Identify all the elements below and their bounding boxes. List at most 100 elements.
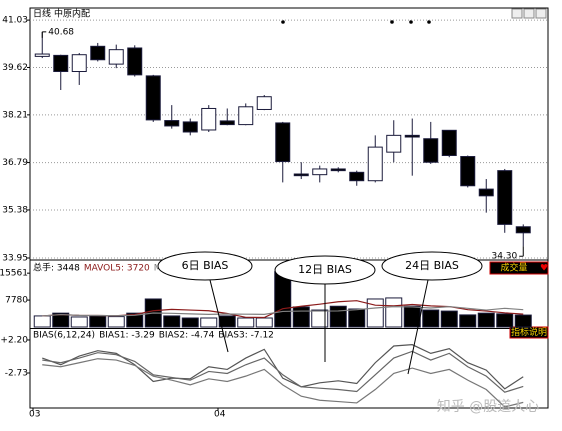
y-tick-label: 15561 (0, 269, 28, 279)
volume-bar (366, 298, 384, 328)
y-tick-label: 33.95 (2, 254, 28, 264)
candle-body (182, 121, 198, 133)
volume-bar (237, 317, 255, 328)
x-tick-label: 03 (29, 410, 40, 420)
candle-body (367, 146, 383, 182)
volume-bar (385, 297, 403, 328)
candle-body (53, 54, 69, 73)
readout: BIAS2: -4.74 (159, 331, 215, 341)
chart-title: 日线 (33, 8, 51, 20)
series-line (42, 305, 524, 317)
candle-body (90, 45, 106, 61)
candle-body (478, 188, 494, 197)
candle-body (71, 54, 87, 73)
candle-body (238, 106, 254, 126)
candle-body (515, 226, 531, 234)
annotation-label: 40.68 (48, 27, 74, 37)
candle-body (460, 156, 476, 187)
volume-bar (477, 312, 495, 328)
volume-bar (514, 314, 532, 328)
callout-bubble (274, 255, 376, 285)
marker (281, 20, 285, 24)
candle-body (34, 53, 50, 57)
button[interactable] (523, 8, 535, 19)
window-buttons[interactable] (511, 8, 547, 19)
volume-bar (292, 306, 310, 328)
candle-body (386, 134, 402, 153)
candle-body (330, 168, 346, 172)
callout-bubble (157, 251, 253, 281)
callout-pointer (209, 279, 229, 353)
volume-bar (70, 316, 88, 328)
callout-text: 6日 BIAS (182, 259, 229, 272)
panel-label-box[interactable] (489, 261, 549, 275)
volume-bar (89, 315, 107, 328)
stock-name: 中原内配 (54, 8, 90, 20)
volume-bar (200, 317, 218, 328)
frame (29, 7, 549, 409)
watermark: 知乎 @股道人心 (437, 398, 539, 415)
signal-markers (281, 20, 431, 24)
callout-text: 12日 BIAS (298, 263, 352, 276)
panel-label[interactable]: 指标说明 (511, 326, 547, 338)
candle-body (164, 120, 180, 127)
volume-bar (329, 305, 347, 328)
y-tick-label: +2.20 (0, 335, 28, 345)
candle-body (127, 47, 143, 76)
candle-body (201, 107, 217, 131)
series-line (42, 358, 524, 408)
x-tick-label: 04 (214, 410, 226, 420)
volume-bar (107, 316, 125, 328)
panel-label[interactable]: 成交量 (500, 262, 527, 274)
marker (409, 20, 413, 24)
candle-body (349, 171, 365, 182)
readout: MAVOL5: 3720 (84, 264, 150, 274)
volume-bar (459, 314, 477, 328)
callout-pointer (407, 279, 429, 375)
heart-icon[interactable]: ♥ (540, 264, 548, 274)
callout-text: 24日 BIAS (405, 259, 459, 272)
volume-bar (440, 310, 458, 328)
readout: BIAS(6,12,24) (33, 331, 95, 341)
y-tick-label: 38.21 (2, 110, 28, 120)
marker (390, 20, 394, 24)
volume-bar (33, 315, 51, 328)
volume-bar (255, 317, 273, 328)
candle-body (145, 75, 161, 121)
candle-body (497, 170, 513, 225)
marker (427, 20, 431, 24)
volume-bar (126, 312, 144, 328)
volume-bar (52, 312, 70, 328)
volume-bar (496, 313, 514, 328)
candle-body (275, 122, 291, 163)
readout: BIAS3: -7.12 (218, 331, 274, 341)
candle-body (312, 168, 328, 176)
candle-body (293, 173, 309, 177)
callout-bubble (381, 251, 483, 281)
volume-bar (422, 309, 440, 328)
volume-bar (181, 317, 199, 328)
y-tick-label: 35.38 (2, 205, 28, 215)
readout: BIAS1: -3.29 (99, 331, 155, 341)
volume-bar (163, 315, 181, 328)
callouts: 6日 BIAS 12日 BIAS 24日 BIAS (157, 251, 483, 375)
volume-bar (403, 305, 421, 328)
candle-body (219, 120, 235, 126)
candle-body (441, 129, 457, 157)
y-tick-label: 39.62 (2, 63, 28, 73)
button[interactable] (535, 8, 547, 19)
annotation-label: 34.30 (491, 252, 517, 262)
series-line (42, 350, 524, 393)
volume-bar (311, 309, 329, 328)
button[interactable] (511, 8, 523, 19)
readout: 总手: 3448 (33, 262, 80, 274)
volume-bar (218, 315, 236, 328)
y-tick-label: 41.03 (2, 16, 28, 26)
y-tick-label: -2.73 (5, 368, 28, 378)
candle-body (404, 134, 420, 138)
volume-bar (348, 308, 366, 328)
y-tick-label: 7780 (5, 296, 28, 306)
y-tick-label: 36.79 (2, 158, 28, 168)
candle-body (423, 138, 439, 163)
